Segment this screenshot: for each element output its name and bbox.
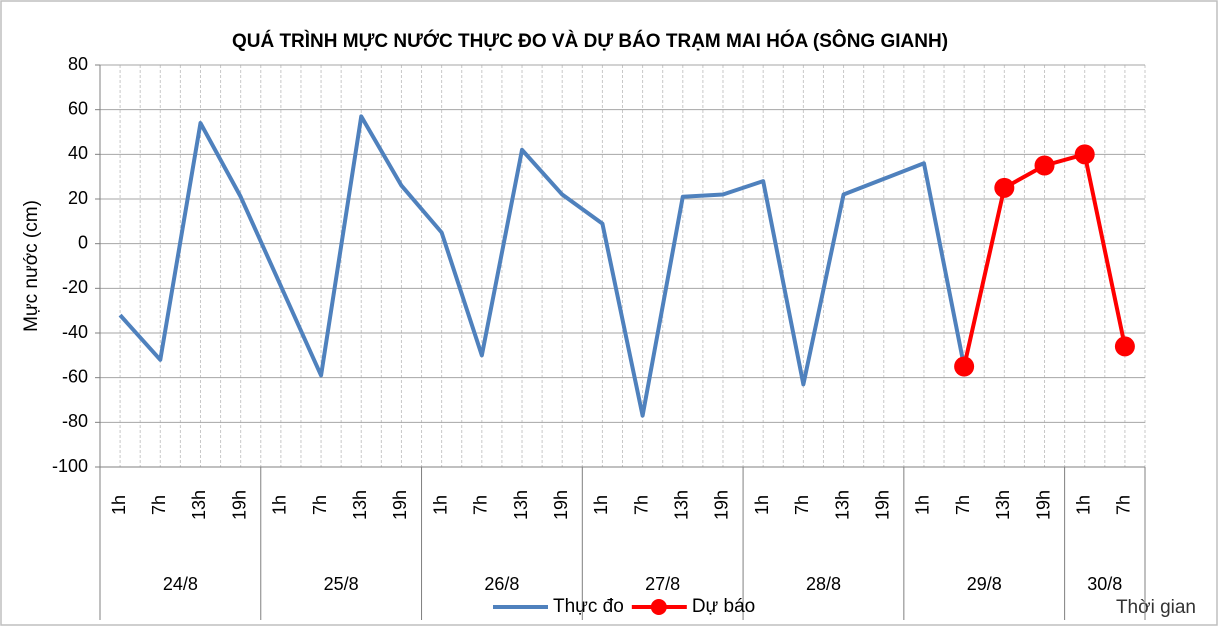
y-tick-label: -100 (52, 456, 88, 476)
point (1034, 155, 1055, 176)
legend-label: Thực đo (553, 596, 624, 617)
x-tick-label: 19h (712, 490, 732, 520)
group-label: 24/8 (163, 574, 198, 594)
y-tick-label: 80 (68, 54, 88, 74)
group-label: 30/8 (1087, 574, 1122, 594)
point (1074, 144, 1095, 165)
group-label: 29/8 (967, 574, 1002, 594)
x-tick-label: 13h (672, 490, 692, 520)
x-tick-label: 1h (109, 495, 129, 515)
x-tick-label: 1h (591, 495, 611, 515)
x-tick-label: 7h (1114, 495, 1134, 515)
x-tick-label: 1h (752, 495, 772, 515)
x-tick-label: 1h (430, 495, 450, 515)
x-tick-label: 13h (511, 490, 531, 520)
legend-marker (650, 599, 667, 615)
x-tick-label: 19h (229, 490, 249, 520)
x-tick-label: 1h (913, 495, 933, 515)
y-tick-label: -20 (62, 277, 88, 297)
group-label: 26/8 (484, 574, 519, 594)
x-tick-label: 7h (953, 495, 973, 515)
x-tick-label: 7h (471, 495, 491, 515)
group-label: 25/8 (324, 574, 359, 594)
x-tick-label: 13h (189, 490, 209, 520)
x-tick-label: 13h (350, 490, 370, 520)
x-tick-label: 19h (873, 490, 893, 520)
x-tick-label: 13h (993, 490, 1013, 520)
x-tick-label: 7h (792, 495, 812, 515)
y-tick-label: -60 (62, 366, 88, 386)
chart-title: QUÁ TRÌNH MỰC NƯỚC THỰC ĐO VÀ DỰ BÁO TRẠ… (232, 30, 948, 52)
x-tick-label: 7h (310, 495, 330, 515)
group-label: 28/8 (806, 574, 841, 594)
x-tick-label: 19h (390, 490, 410, 520)
x-tick-label: 13h (832, 490, 852, 520)
x-axis-title: Thời gian (1116, 597, 1196, 618)
point (954, 356, 975, 377)
series-line (118, 114, 967, 418)
x-tick-label: 1h (1073, 495, 1093, 515)
x-tick-label: 19h (551, 490, 571, 520)
y-axis-title: Mực nước (cm) (21, 200, 42, 332)
point (1114, 336, 1135, 357)
x-tick-label: 19h (1033, 490, 1053, 520)
y-tick-label: 0 (78, 232, 88, 252)
x-tick-label: 7h (149, 495, 169, 515)
x-tick-label: 1h (270, 495, 290, 515)
y-tick-label: 20 (68, 188, 88, 208)
y-tick-label: -80 (62, 411, 88, 431)
point (994, 177, 1015, 198)
x-tick-label: 7h (631, 495, 651, 515)
y-tick-label: -40 (62, 322, 88, 342)
group-label: 27/8 (645, 574, 680, 594)
legend-label: Dự báo (692, 596, 755, 617)
y-tick-label: 40 (68, 143, 88, 163)
y-tick-label: 60 (68, 98, 88, 118)
